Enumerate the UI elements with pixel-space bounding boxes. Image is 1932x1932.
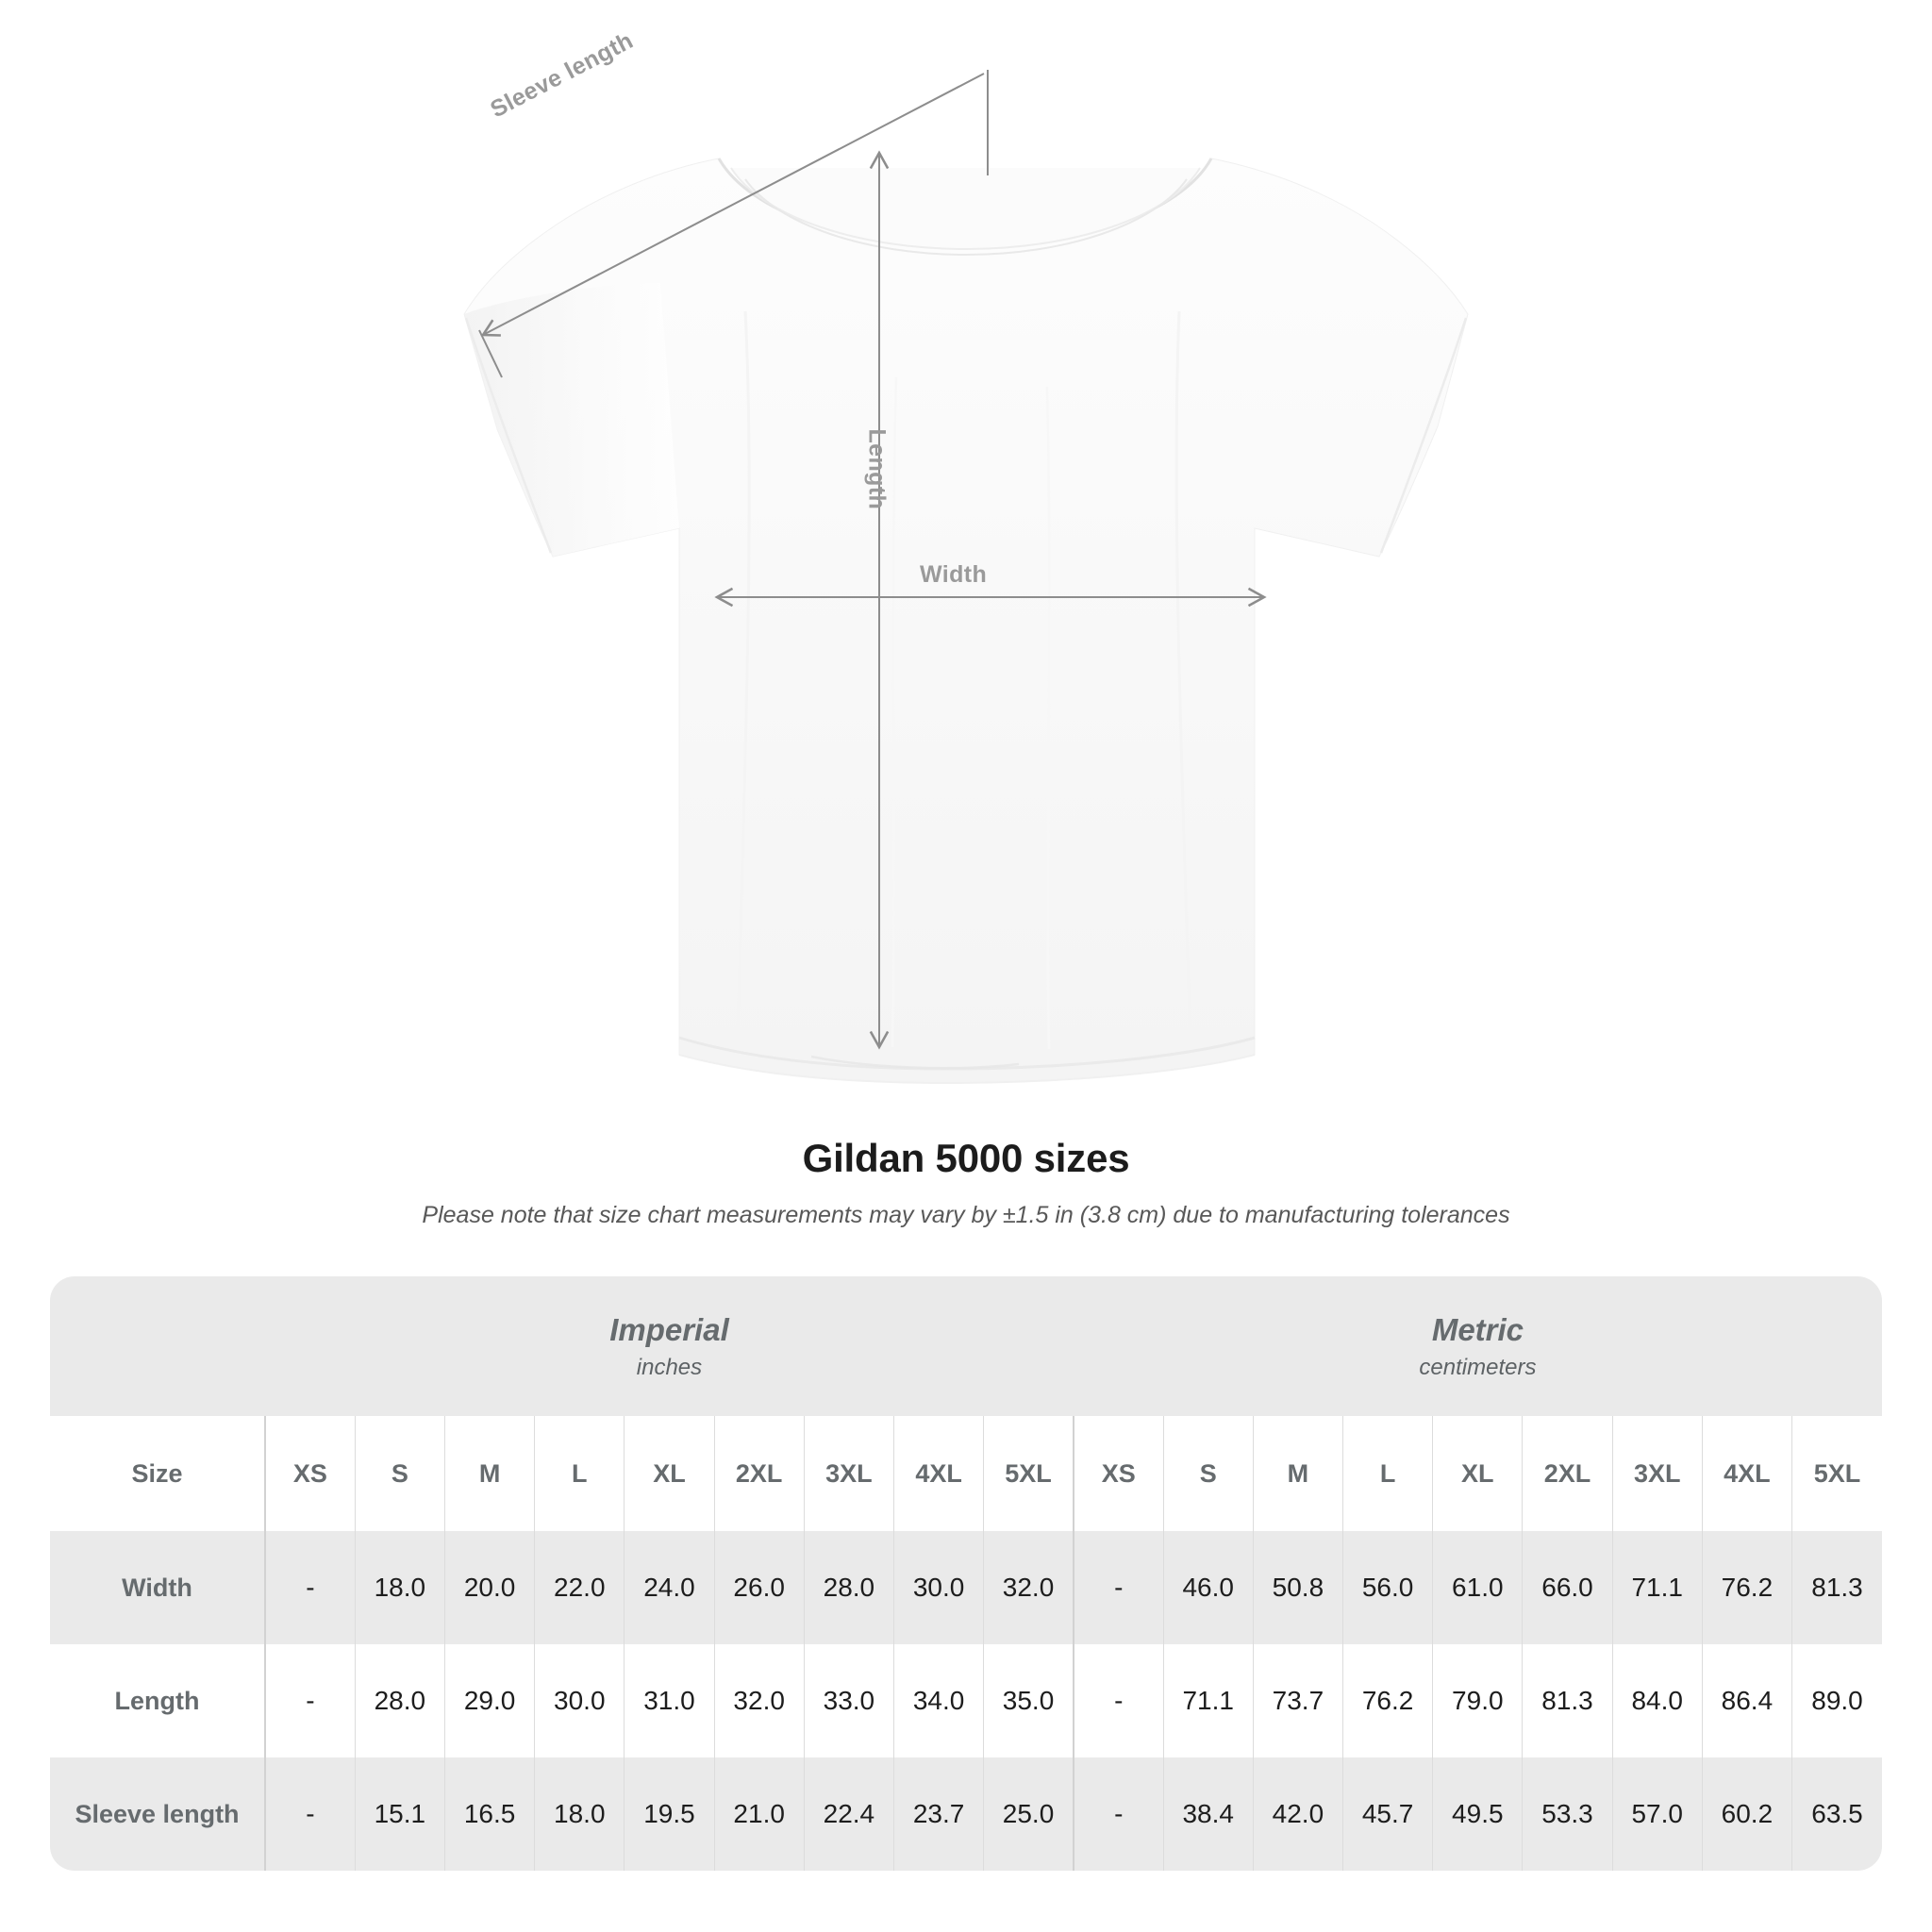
- cell-width-imperial-4xl: 30.0: [892, 1531, 984, 1644]
- cell-sleeve-imperial-s: 15.1: [354, 1757, 445, 1871]
- size-header-imperial-2xl: 2XL: [713, 1416, 805, 1531]
- row-label-width: Width: [50, 1531, 266, 1644]
- cell-width-imperial-5xl: 32.0: [983, 1531, 1074, 1644]
- cell-width-metric-3xl: 71.1: [1611, 1531, 1703, 1644]
- cell-width-metric-5xl: 81.3: [1791, 1531, 1882, 1644]
- size-header-metric-l: L: [1341, 1416, 1433, 1531]
- page-subtitle: Please note that size chart measurements…: [422, 1202, 1510, 1229]
- cell-sleeve-metric-xl: 49.5: [1432, 1757, 1523, 1871]
- cell-length-imperial-2xl: 32.0: [713, 1644, 805, 1757]
- cell-width-metric-xl: 61.0: [1432, 1531, 1523, 1644]
- cell-width-imperial-xs: -: [264, 1531, 356, 1644]
- cell-length-metric-s: 71.1: [1162, 1644, 1254, 1757]
- size-header-imperial-xl: XL: [624, 1416, 715, 1531]
- cell-length-metric-l: 76.2: [1341, 1644, 1433, 1757]
- size-header-imperial-5xl: 5XL: [983, 1416, 1074, 1531]
- unit-blank-cell: [50, 1276, 266, 1416]
- size-header-imperial-s: S: [354, 1416, 445, 1531]
- cell-width-metric-s: 46.0: [1162, 1531, 1254, 1644]
- size-header-imperial-4xl: 4XL: [892, 1416, 984, 1531]
- unit-group-metric: Metric centimeters: [1073, 1276, 1882, 1416]
- cell-width-imperial-s: 18.0: [354, 1531, 445, 1644]
- cell-width-imperial-xl: 24.0: [624, 1531, 715, 1644]
- size-header-metric-m: M: [1252, 1416, 1343, 1531]
- cell-length-metric-5xl: 89.0: [1791, 1644, 1882, 1757]
- page-title: Gildan 5000 sizes: [802, 1136, 1130, 1180]
- cell-sleeve-metric-m: 42.0: [1252, 1757, 1343, 1871]
- size-chart-table: Imperial inches Metric centimeters Size …: [50, 1276, 1882, 1871]
- cell-length-imperial-m: 29.0: [443, 1644, 535, 1757]
- cell-length-imperial-s: 28.0: [354, 1644, 445, 1757]
- cell-length-metric-3xl: 84.0: [1611, 1644, 1703, 1757]
- unit-group-imperial: Imperial inches: [265, 1276, 1074, 1416]
- cell-width-metric-m: 50.8: [1252, 1531, 1343, 1644]
- cell-length-metric-m: 73.7: [1252, 1644, 1343, 1757]
- size-header-metric-xs: XS: [1072, 1416, 1164, 1531]
- size-header-label: Size: [50, 1416, 266, 1531]
- size-chart-table-wrapper: Imperial inches Metric centimeters Size …: [50, 1276, 1882, 1871]
- row-label-length: Length: [50, 1644, 266, 1757]
- cell-length-imperial-xs: -: [264, 1644, 356, 1757]
- cell-length-metric-xs: -: [1072, 1644, 1164, 1757]
- cell-width-metric-xs: -: [1072, 1531, 1164, 1644]
- tshirt-diagram: Sleeve length Length Width: [463, 27, 1469, 1085]
- cell-sleeve-imperial-xs: -: [264, 1757, 356, 1871]
- table-row: Sleeve length - 15.1 16.5 18.0 19.5 21.0…: [50, 1757, 1882, 1871]
- size-header-imperial-m: M: [443, 1416, 535, 1531]
- size-header-metric-3xl: 3XL: [1611, 1416, 1703, 1531]
- unit-group-imperial-sub: inches: [636, 1354, 703, 1380]
- cell-sleeve-imperial-xl: 19.5: [624, 1757, 715, 1871]
- cell-length-metric-2xl: 81.3: [1522, 1644, 1613, 1757]
- cell-sleeve-imperial-3xl: 22.4: [803, 1757, 894, 1871]
- cell-length-metric-4xl: 86.4: [1701, 1644, 1792, 1757]
- table-row: Width - 18.0 20.0 22.0 24.0 26.0 28.0 30…: [50, 1531, 1882, 1644]
- cell-sleeve-metric-5xl: 63.5: [1791, 1757, 1882, 1871]
- cell-width-imperial-l: 22.0: [534, 1531, 625, 1644]
- cell-length-imperial-l: 30.0: [534, 1644, 625, 1757]
- size-header-imperial-l: L: [534, 1416, 625, 1531]
- size-header-metric-2xl: 2XL: [1522, 1416, 1613, 1531]
- cell-length-imperial-3xl: 33.0: [803, 1644, 894, 1757]
- size-header-metric-5xl: 5XL: [1791, 1416, 1882, 1531]
- cell-length-metric-xl: 79.0: [1432, 1644, 1523, 1757]
- cell-width-metric-2xl: 66.0: [1522, 1531, 1613, 1644]
- size-header-metric-4xl: 4XL: [1701, 1416, 1792, 1531]
- unit-group-metric-sub: centimeters: [1419, 1354, 1537, 1380]
- size-header-imperial-3xl: 3XL: [803, 1416, 894, 1531]
- size-header-metric-s: S: [1162, 1416, 1254, 1531]
- cell-width-imperial-3xl: 28.0: [803, 1531, 894, 1644]
- unit-group-metric-name: Metric: [1431, 1311, 1524, 1347]
- cell-sleeve-metric-l: 45.7: [1341, 1757, 1433, 1871]
- cell-sleeve-imperial-l: 18.0: [534, 1757, 625, 1871]
- cell-sleeve-imperial-4xl: 23.7: [892, 1757, 984, 1871]
- shirt-body-shape: [463, 158, 1469, 1085]
- size-header-row: Size XS S M L XL 2XL 3XL 4XL 5XL XS S M …: [50, 1416, 1882, 1531]
- cell-sleeve-metric-xs: -: [1072, 1757, 1164, 1871]
- length-label: Length: [863, 428, 891, 510]
- width-label: Width: [920, 561, 988, 588]
- cell-width-metric-l: 56.0: [1341, 1531, 1433, 1644]
- unit-group-row: Imperial inches Metric centimeters: [50, 1276, 1882, 1416]
- row-label-sleeve-length: Sleeve length: [50, 1757, 266, 1871]
- cell-sleeve-metric-2xl: 53.3: [1522, 1757, 1613, 1871]
- unit-group-imperial-name: Imperial: [609, 1311, 729, 1347]
- cell-sleeve-metric-4xl: 60.2: [1701, 1757, 1792, 1871]
- cell-sleeve-metric-3xl: 57.0: [1611, 1757, 1703, 1871]
- cell-width-imperial-2xl: 26.0: [713, 1531, 805, 1644]
- size-header-imperial-xs: XS: [264, 1416, 356, 1531]
- title-block: Gildan 5000 sizes Please note that size …: [0, 1136, 1932, 1229]
- cell-sleeve-imperial-5xl: 25.0: [983, 1757, 1074, 1871]
- cell-sleeve-imperial-m: 16.5: [443, 1757, 535, 1871]
- tshirt-illustration: [463, 70, 1469, 1085]
- size-header-metric-xl: XL: [1432, 1416, 1523, 1531]
- cell-sleeve-imperial-2xl: 21.0: [713, 1757, 805, 1871]
- table-row: Length - 28.0 29.0 30.0 31.0 32.0 33.0 3…: [50, 1644, 1882, 1757]
- cell-width-metric-4xl: 76.2: [1701, 1531, 1792, 1644]
- cell-length-imperial-xl: 31.0: [624, 1644, 715, 1757]
- cell-length-imperial-5xl: 35.0: [983, 1644, 1074, 1757]
- cell-sleeve-metric-s: 38.4: [1162, 1757, 1254, 1871]
- cell-width-imperial-m: 20.0: [443, 1531, 535, 1644]
- sleeve-length-dimension: [478, 70, 989, 378]
- cell-length-imperial-4xl: 34.0: [892, 1644, 984, 1757]
